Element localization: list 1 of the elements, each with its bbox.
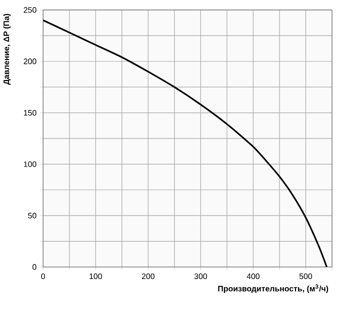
line-series	[43, 20, 328, 268]
